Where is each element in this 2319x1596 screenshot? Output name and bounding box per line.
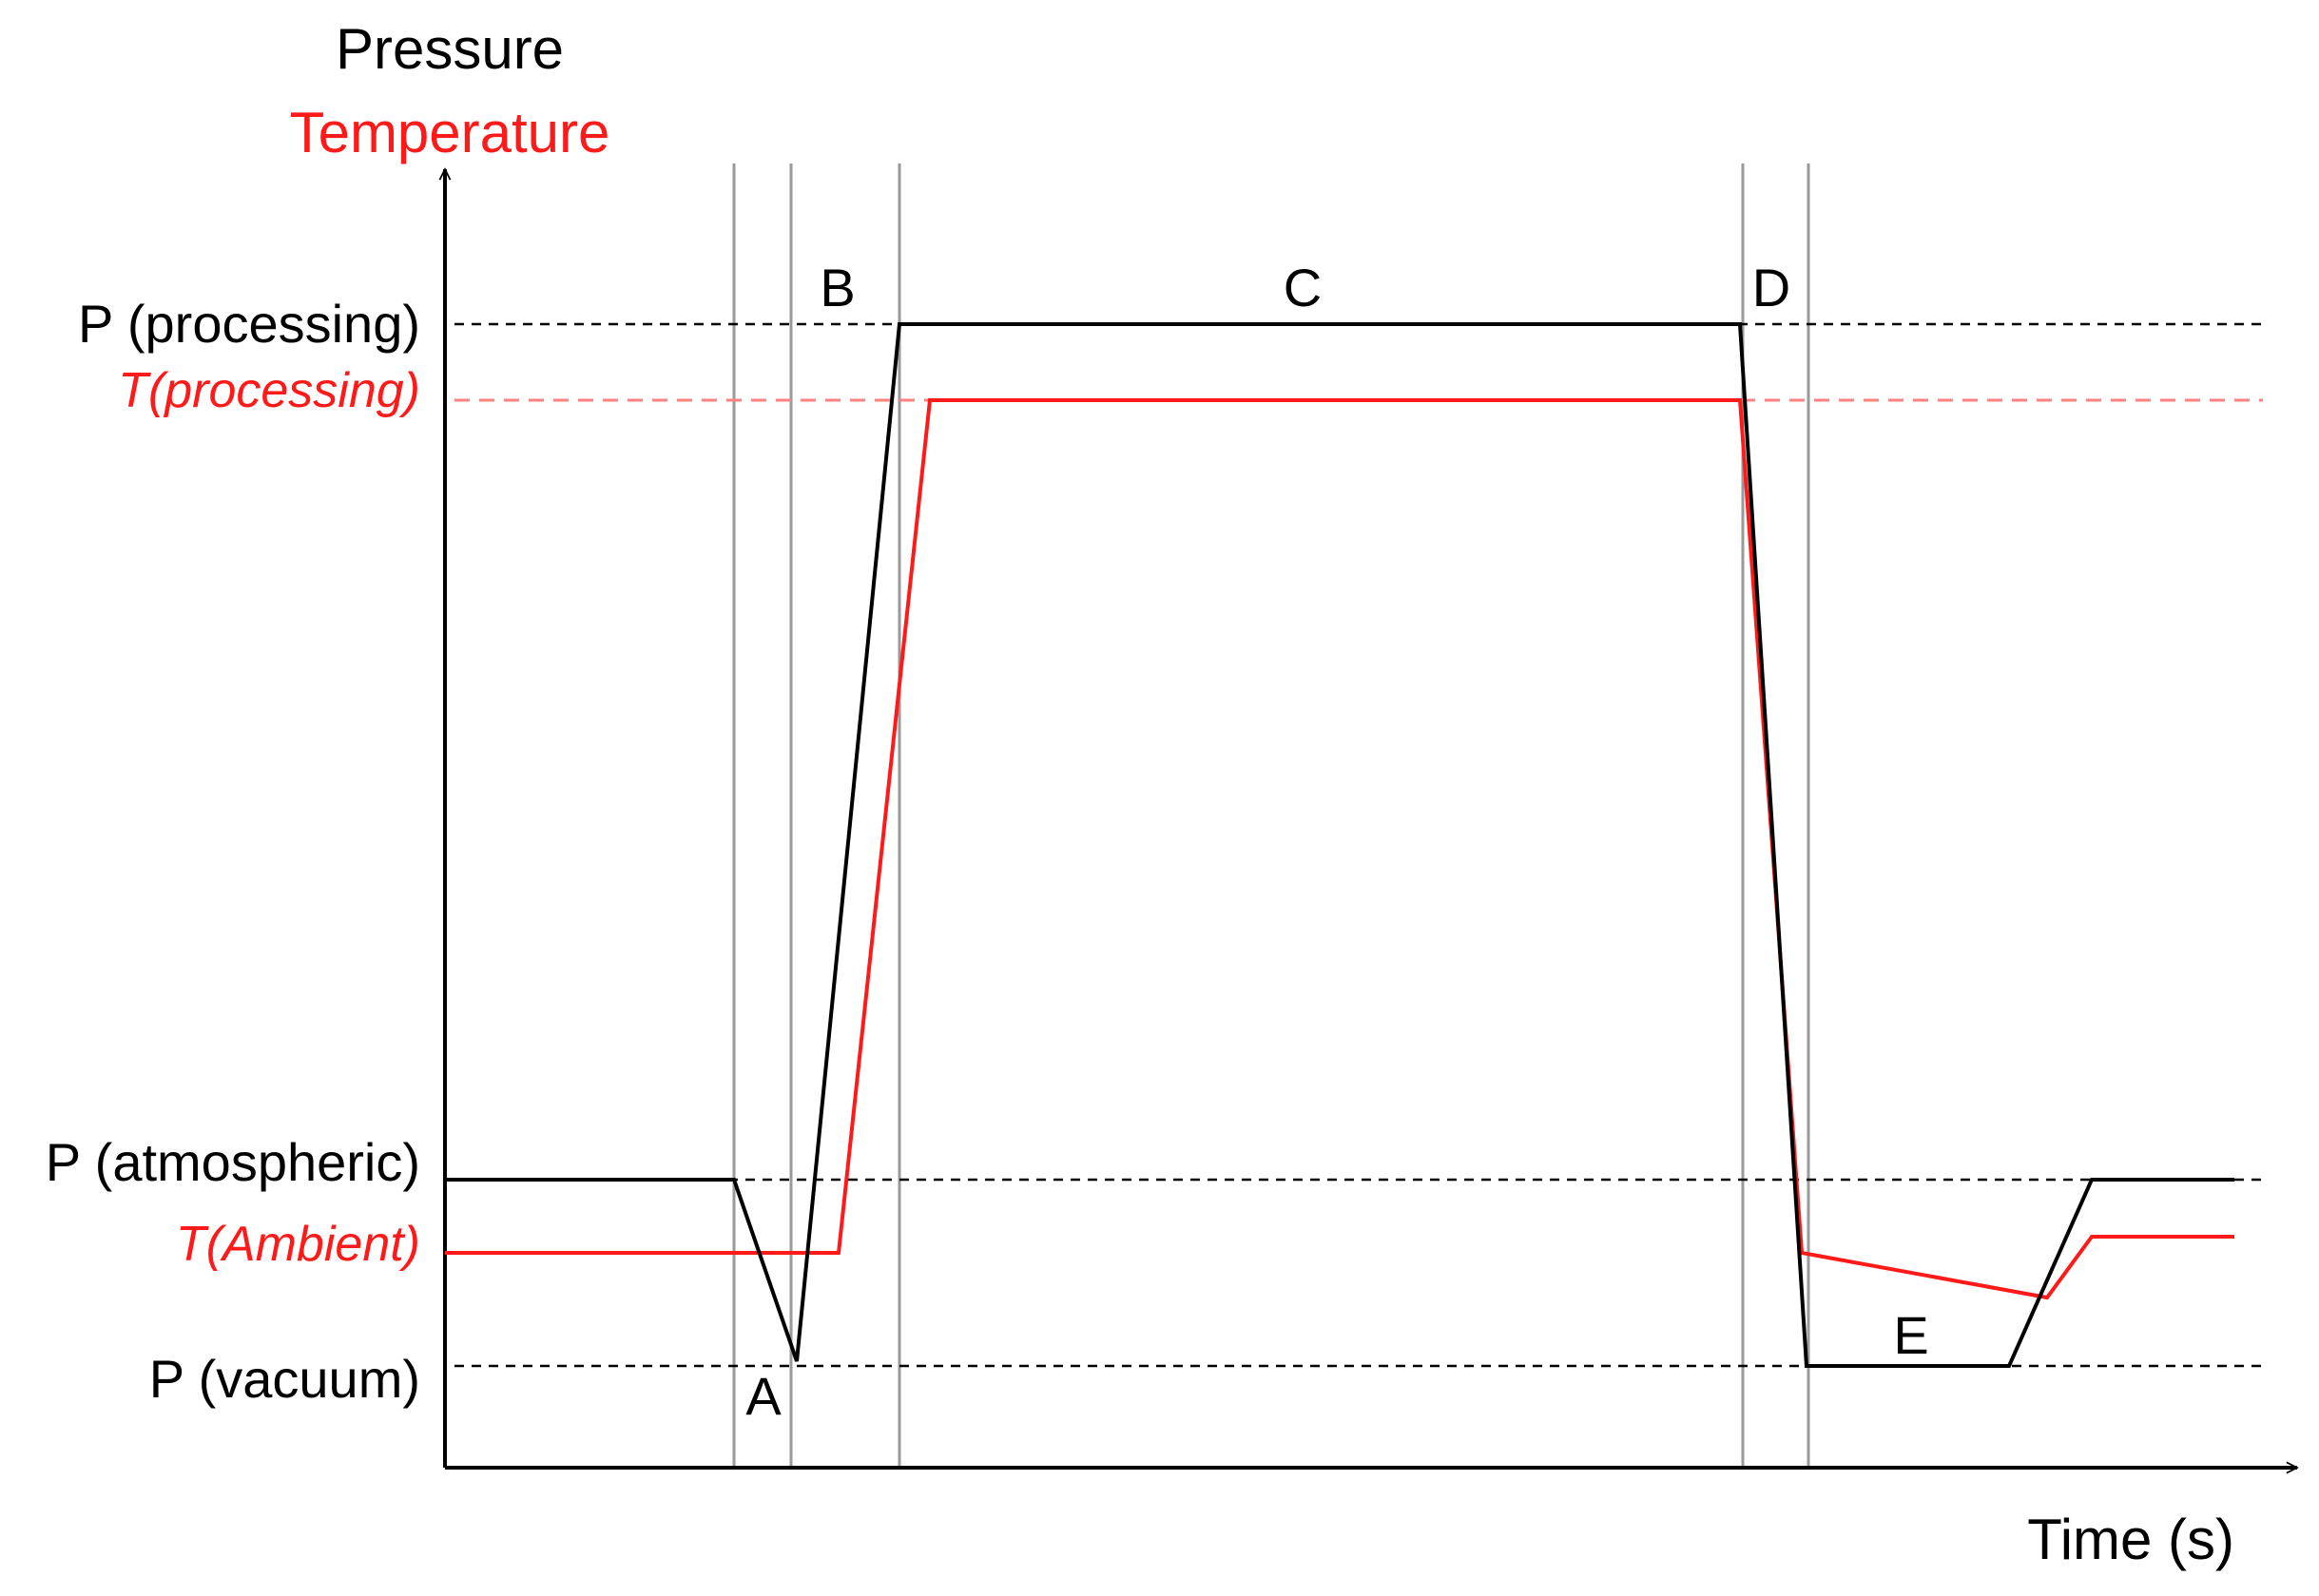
y-axis-title-pressure: Pressure (336, 17, 564, 81)
axes (445, 169, 2297, 1468)
phase-label-c: C (1284, 258, 1322, 317)
phase-label-e: E (1893, 1305, 1928, 1365)
phase-label-b: B (820, 258, 855, 317)
reference-lines (454, 322, 2263, 1368)
y-axis-title-temperature: Temperature (290, 101, 610, 164)
label-t-processing: T(processing) (118, 363, 420, 418)
temperature-curve (445, 398, 2234, 1300)
label-p-vacuum: P (vacuum) (149, 1349, 420, 1409)
x-axis-title: Time (s) (2027, 1508, 2234, 1571)
label-t-ambient: T(Ambient) (176, 1217, 420, 1272)
label-p-atmospheric: P (atmospheric) (46, 1132, 420, 1192)
label-p-processing: P (processing) (78, 294, 420, 354)
phase-label-d: D (1752, 258, 1790, 317)
pressure-curve (445, 322, 2234, 1368)
phase-label-a: A (745, 1366, 782, 1426)
